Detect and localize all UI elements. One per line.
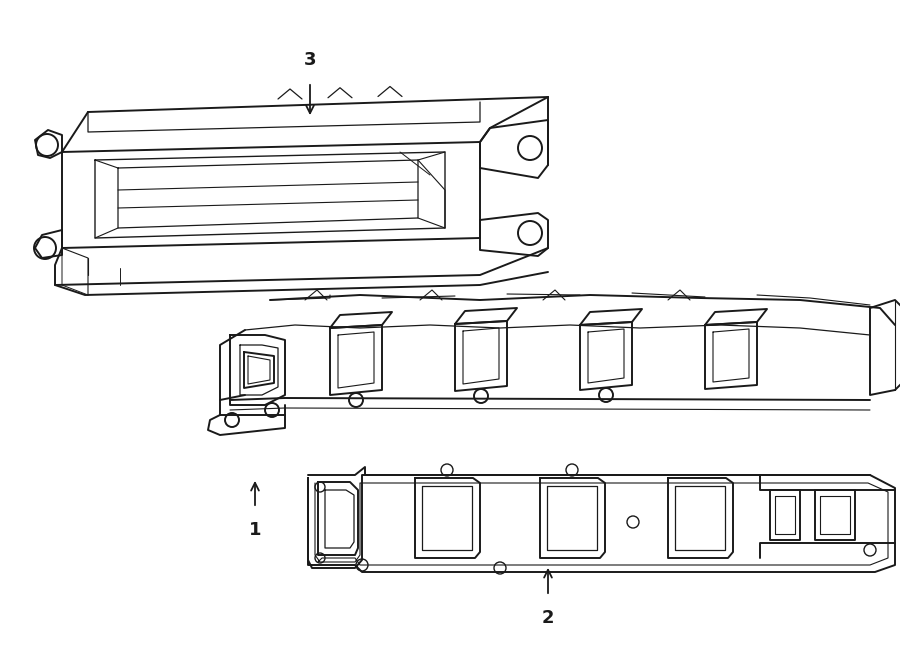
Text: 2: 2: [542, 609, 554, 627]
Text: 3: 3: [304, 51, 316, 69]
Text: 1: 1: [248, 521, 261, 539]
